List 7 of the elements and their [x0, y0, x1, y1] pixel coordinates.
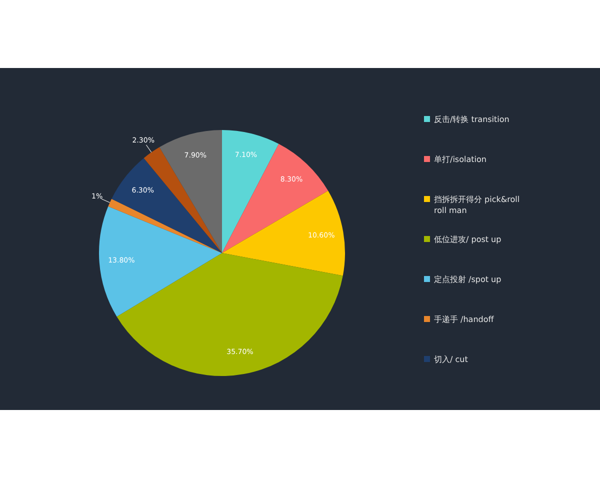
- legend-label: 挡拆拆开得分 pick&roll roll man: [434, 194, 521, 216]
- legend-label: 定点投射 /spot up: [434, 274, 502, 285]
- legend-label: 单打/isolation: [434, 154, 486, 165]
- legend-label: 手递手 /handoff: [434, 314, 494, 325]
- legend-label: 低位进攻/ post up: [434, 234, 502, 245]
- legend-label: 反击/转换 transition: [434, 114, 510, 125]
- legend-label: 切入/ cut: [434, 354, 468, 365]
